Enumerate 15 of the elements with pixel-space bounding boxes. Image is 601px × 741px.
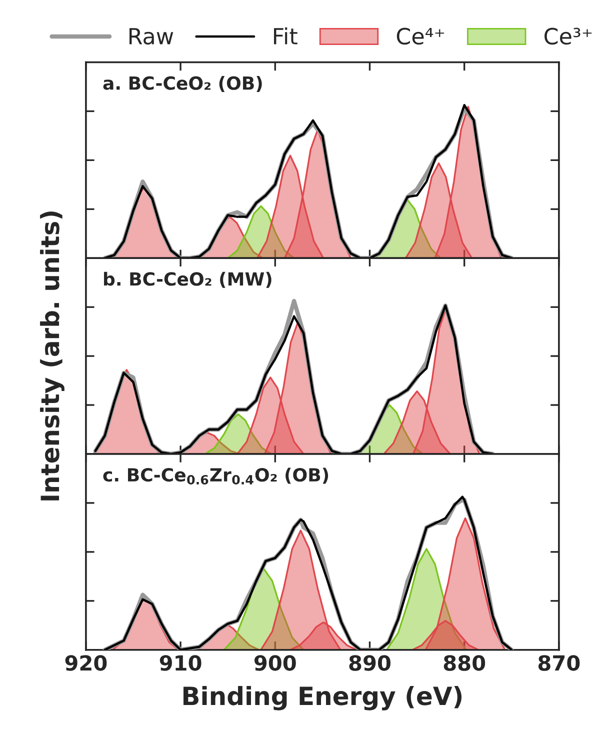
x-tick-label: 880 xyxy=(444,655,486,671)
x-tick-label: 890 xyxy=(349,655,390,671)
x-tick-label: 900 xyxy=(254,655,296,671)
legend-label: Ce⁴⁺ xyxy=(396,28,444,45)
legend-label: Fit xyxy=(274,27,298,44)
x-axis-title: Binding Energy (eV) xyxy=(183,686,462,710)
chart-title: b. BC-CeO₂ (MW) xyxy=(104,272,272,288)
legend-label: Raw xyxy=(130,28,174,45)
x-tick-label: 920 xyxy=(65,655,107,671)
chart-title: a. BC-CeO₂ (OB) xyxy=(103,76,262,92)
chart-title: c. BC-Ce$_{0.6}$Zr$_{0.4}$O₂ (OB) xyxy=(103,468,328,485)
x-tick-label: 870 xyxy=(538,655,580,671)
legend-label: Ce³⁺ xyxy=(544,28,592,45)
y-axis-title: Intensity (arb. units) xyxy=(40,212,64,500)
x-tick-label: 910 xyxy=(160,655,202,671)
